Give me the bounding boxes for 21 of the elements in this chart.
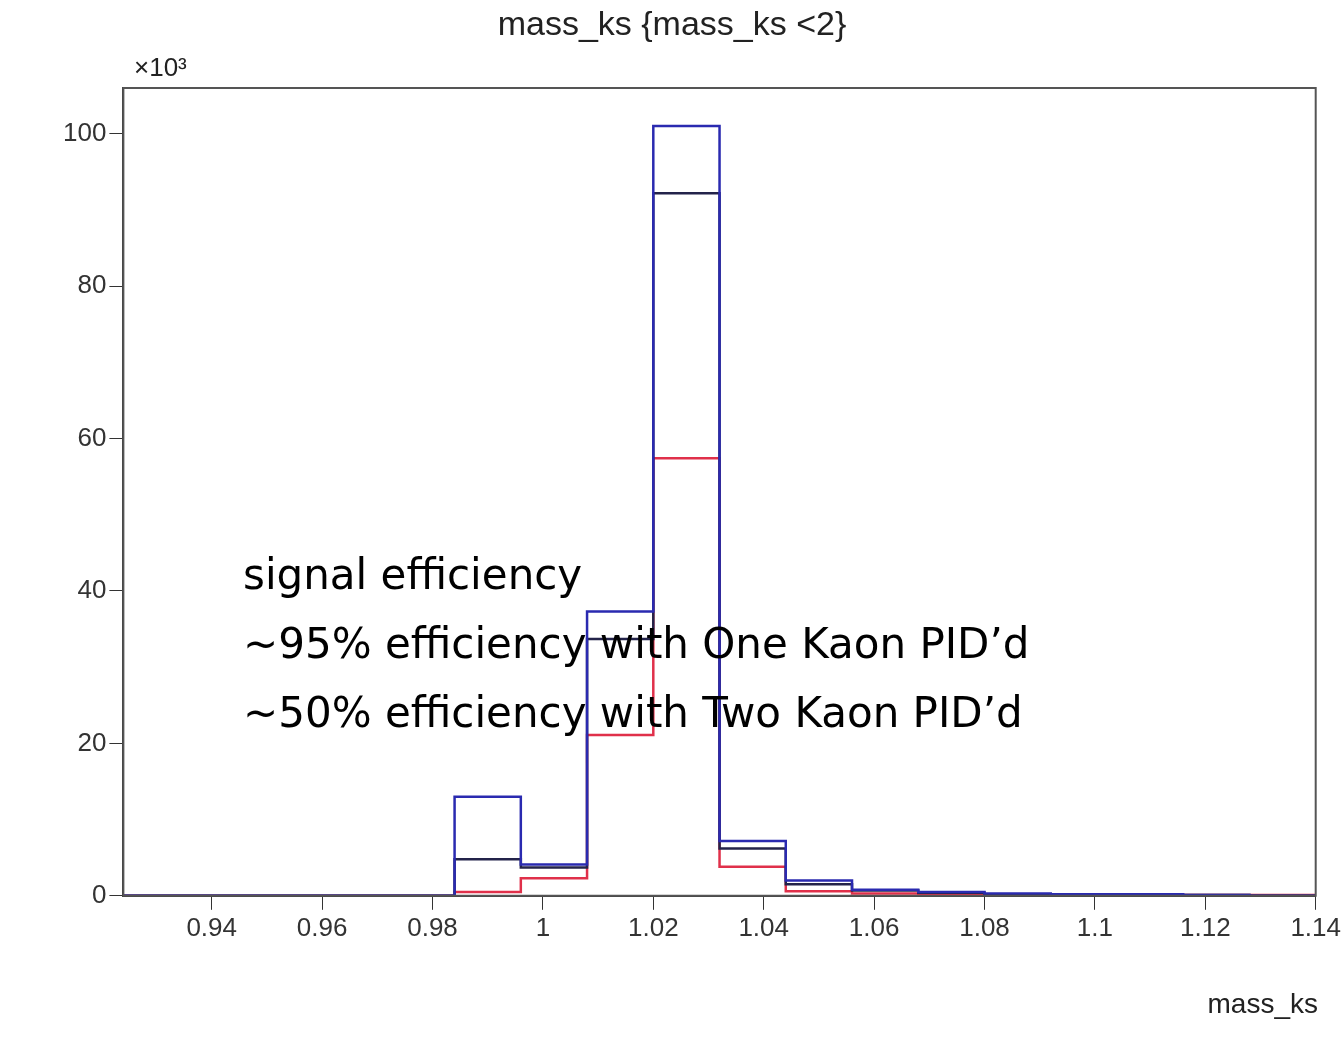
x-tick-label: 1.08 (959, 911, 1010, 942)
y-tick-label: 100 (62, 116, 107, 147)
y-tick-label: 60 (77, 421, 107, 452)
x-tick-label: 1.06 (848, 911, 900, 942)
chart-title: mass_ks {mass_ks <2} (496, 4, 848, 43)
x-tick-label: 0.94 (186, 911, 237, 942)
y-tick-label: 0 (91, 878, 107, 909)
x-tick-label: 1.02 (627, 911, 679, 942)
y-tick-label: 20 (77, 726, 107, 757)
x-tick-label: 1.12 (1179, 911, 1231, 942)
annotation: signal efficiency (243, 549, 584, 601)
y-axis-title: ×10³ (134, 52, 187, 83)
y-tick-label: 80 (77, 269, 107, 300)
x-tick-label: 1.1 (1076, 911, 1113, 942)
x-tick-label: 0.98 (407, 911, 458, 942)
y-tick-label: 40 (77, 574, 107, 605)
x-tick-label: 1.04 (738, 911, 789, 942)
x-tick-label: 1 (535, 911, 551, 942)
x-tick-label: 1.14 (1290, 911, 1341, 942)
x-tick-label: 0.96 (296, 911, 348, 942)
x-axis-title: mass_ks (1207, 988, 1318, 1020)
